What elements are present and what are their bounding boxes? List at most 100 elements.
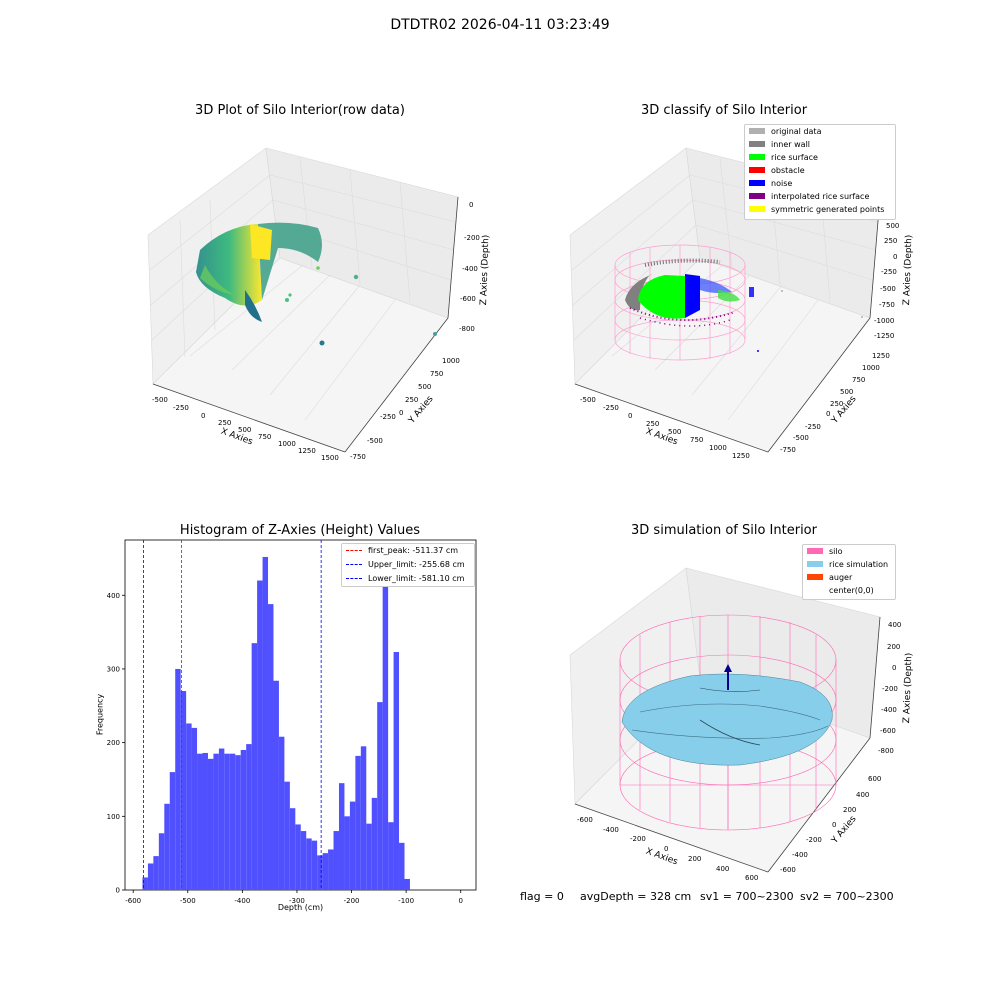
status-avg-depth: avgDepth = 328 cm: [580, 890, 692, 903]
histogram-bar: [306, 838, 312, 890]
histogram-y-tick-label: 400: [107, 592, 120, 600]
histogram-bar: [393, 652, 400, 890]
status-flag: flag = 0: [520, 890, 564, 903]
histogram-x-label: Depth (cm): [277, 903, 324, 912]
classify-x-tick: 1000: [709, 444, 727, 452]
legend-item: inner wall: [749, 140, 810, 149]
classify-z-tick: 250: [884, 237, 898, 245]
legend-swatch: [749, 167, 765, 173]
legend-item: noise: [749, 179, 792, 188]
histogram-bar: [224, 753, 230, 890]
histogram-x-tick-label: -500: [180, 897, 196, 905]
histogram-y-label: Frequency: [95, 693, 105, 736]
legend-dash-red: [346, 550, 362, 551]
histogram-y-tick-label: 300: [107, 665, 120, 673]
legend-swatch: [807, 548, 823, 554]
classify-x-tick: -250: [603, 404, 619, 412]
legend-swatch: [749, 128, 765, 134]
classify-z-tick: -500: [880, 285, 896, 293]
histogram-bar: [164, 803, 170, 890]
legend-item: silo: [807, 547, 843, 556]
histogram-bars: [142, 556, 410, 890]
histogram-bar: [338, 783, 345, 890]
legend-item: rice surface: [749, 153, 818, 162]
histogram-x-tick-label: -100: [398, 897, 414, 905]
histogram-x-tick-label: -300: [289, 897, 305, 905]
histogram-y-tick-label: 0: [116, 887, 120, 895]
histogram-bar: [311, 840, 318, 890]
legend-item: obstacle: [749, 166, 805, 175]
simulation-3d-axes: [569, 567, 881, 873]
raw-y-tick: 0: [399, 409, 404, 417]
legend-label: auger: [829, 573, 853, 582]
legend-label: rice simulation: [829, 560, 889, 569]
raw-z-tick: -200: [464, 234, 480, 242]
figure-title: DTDTR02 2026-04-11 03:23:49: [390, 17, 610, 33]
legend-swatch: [807, 587, 823, 593]
raw-z-tick: -800: [459, 325, 475, 333]
raw-x-tick: 1250: [298, 447, 316, 455]
legend-label: first_peak: -511.37 cm: [368, 546, 459, 555]
legend-item: Lower_limit: -581.10 cm: [346, 574, 464, 583]
raw-y-tick: 500: [418, 383, 432, 391]
panel-title-raw: 3D Plot of Silo Interior(row data): [195, 103, 405, 118]
histogram-bar: [218, 748, 225, 890]
simulation-y-tick: -400: [792, 851, 808, 859]
histogram-bar: [262, 556, 269, 890]
raw-y-tick: -250: [380, 413, 396, 421]
histogram-bar: [278, 736, 285, 890]
histogram-legend: first_peak: -511.37 cm Upper_limit: -255…: [341, 543, 475, 587]
histogram-bar: [235, 755, 241, 890]
histogram-bar: [404, 878, 410, 890]
simulation-y-tick: -200: [806, 836, 822, 844]
classify-y-tick: -500: [793, 434, 809, 442]
histogram-y-ticks: 0 100 200 300 400: [107, 592, 125, 895]
histogram-y-tick-label: 100: [107, 813, 120, 821]
legend-label: symmetric generated points: [771, 205, 885, 214]
histogram-bar: [240, 750, 247, 890]
classify-legend: original data inner wall rice surface ob…: [744, 124, 896, 220]
histogram-bar: [349, 801, 356, 890]
simulation-y-tick: 0: [832, 821, 837, 829]
legend-item: center(0,0): [807, 586, 874, 595]
histogram-bar: [355, 755, 361, 890]
histogram-bar: [191, 727, 198, 890]
legend-label: Lower_limit: -581.10 cm: [368, 574, 465, 583]
histogram-bar: [284, 781, 290, 890]
raw-x-tick: -250: [173, 404, 189, 412]
raw-x-tick: 250: [218, 419, 232, 427]
raw-x-tick: 1500: [321, 454, 339, 462]
histogram-bar: [377, 702, 383, 890]
status-sv2: sv2 = 700~2300: [800, 890, 894, 903]
legend-label: center(0,0): [829, 586, 874, 595]
simulation-z-tick: -200: [882, 685, 898, 693]
raw-z-tick: -400: [462, 265, 478, 273]
classify-x-tick: -500: [580, 396, 596, 404]
simulation-z-tick: 200: [887, 643, 901, 651]
histogram-bar: [246, 744, 252, 890]
classify-z-tick: -1000: [874, 317, 895, 325]
legend-dash-blue: [346, 578, 362, 579]
classify-point-cloud: [625, 258, 863, 352]
legend-swatch: [807, 561, 823, 567]
histogram-axes: -600 -500 -400 -300 -200 -100 0 0 100 200 300 400: [107, 539, 477, 905]
histogram-bar: [295, 824, 301, 890]
panel-title-classify: 3D classify of Silo Interior: [640, 103, 808, 118]
legend-label: Upper_limit: -255.68 cm: [368, 560, 465, 569]
simulation-y-tick: 600: [868, 775, 882, 783]
legend-item: rice simulation: [807, 560, 888, 569]
histogram-bar: [382, 580, 389, 890]
raw-z-tick: 0: [469, 201, 474, 209]
histogram-bar: [213, 753, 219, 890]
histogram-bar: [360, 746, 367, 890]
simulation-legend: silo rice simulation auger center(0,0): [802, 544, 896, 600]
classify-y-tick: -250: [805, 423, 821, 431]
simulation-y-tick: 400: [856, 791, 870, 799]
histogram-bar: [328, 849, 334, 890]
histogram-bar: [273, 680, 279, 890]
histogram-y-tick-label: 200: [107, 739, 120, 747]
histogram-bar: [186, 723, 192, 890]
legend-swatch: [749, 206, 765, 212]
classify-z-tick: -250: [881, 268, 897, 276]
